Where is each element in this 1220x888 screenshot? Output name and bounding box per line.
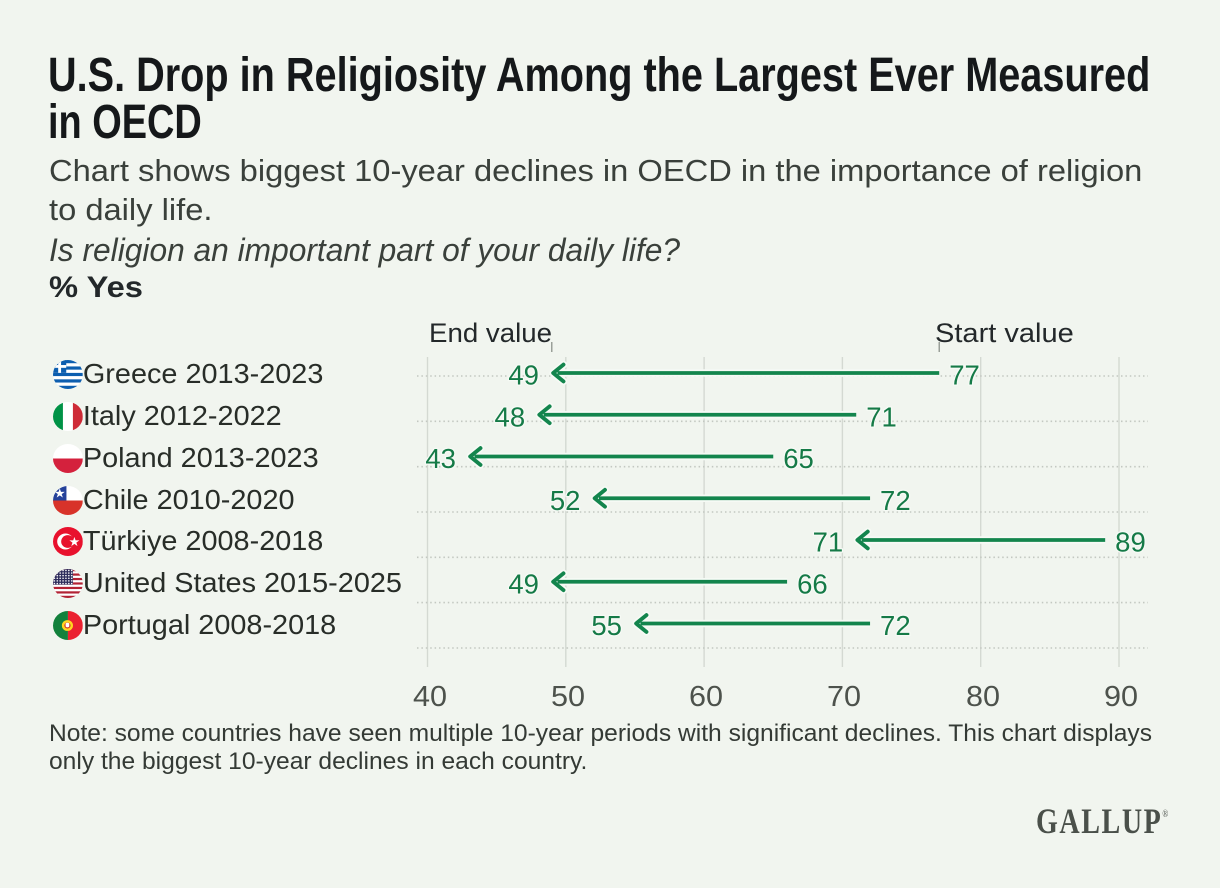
svg-text:72: 72: [880, 610, 911, 641]
svg-text:77: 77: [949, 360, 980, 391]
svg-text:49: 49: [508, 360, 539, 391]
svg-text:71: 71: [813, 527, 844, 558]
svg-text:55: 55: [591, 610, 622, 641]
svg-text:★: ★: [54, 486, 66, 501]
svg-text:71: 71: [866, 401, 897, 432]
svg-text:52: 52: [550, 485, 581, 516]
svg-text:89: 89: [1115, 527, 1146, 558]
svg-text:49: 49: [508, 568, 539, 599]
svg-text:48: 48: [495, 401, 526, 432]
svg-text:66: 66: [797, 568, 828, 599]
svg-text:43: 43: [425, 443, 456, 474]
svg-text:72: 72: [880, 485, 911, 516]
svg-text:65: 65: [783, 443, 814, 474]
svg-text:★: ★: [69, 535, 81, 550]
